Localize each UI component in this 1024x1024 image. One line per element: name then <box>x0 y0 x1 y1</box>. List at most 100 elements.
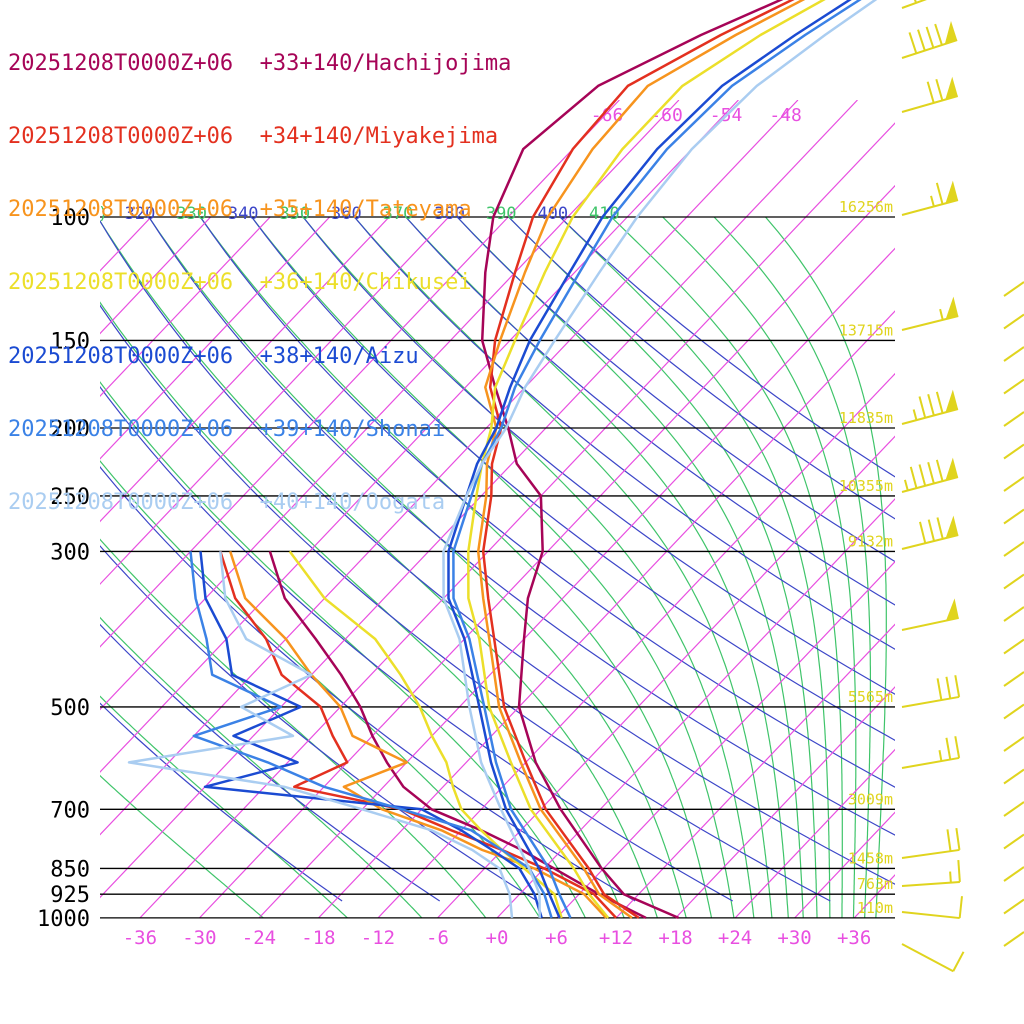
temp-axis-label: -6 <box>426 927 449 949</box>
edge-wind-mark <box>1003 346 1024 362</box>
wind-barb-full <box>918 396 927 419</box>
wind-barb-full <box>927 519 935 542</box>
wind-barb-full <box>909 466 918 489</box>
legend: 20251208T0000Z+06 +33+140/Hachijojima 20… <box>8 3 511 564</box>
wind-barb-full <box>918 521 927 544</box>
height-label: 13715m <box>839 321 893 339</box>
temp-axis-labels: -36 -30 -24 -18 -12 -6 +0 +6 +12 +18 +24 +30 +36 <box>123 927 872 949</box>
edge-wind-mark <box>1003 703 1024 720</box>
edge-wind-marks <box>1003 281 1024 947</box>
edge-wind-mark <box>1003 281 1024 297</box>
edge-wind-mark <box>1003 313 1024 330</box>
temp-axis-label: -18 <box>301 927 335 949</box>
pressure-label: 300 <box>50 540 90 565</box>
wind-barb-staff <box>901 848 960 859</box>
dewpoint-trace-oogata <box>127 551 514 919</box>
height-label: 10355m <box>839 477 893 495</box>
temp-axis-label: +0 <box>486 927 509 949</box>
theta-label: 360 <box>331 204 362 224</box>
wind-barb-flag <box>945 457 959 481</box>
height-label: 16256m <box>839 198 893 216</box>
edge-wind-mark <box>1003 411 1024 427</box>
theta-label: 400 <box>537 204 568 224</box>
wind-barb-full <box>918 464 927 487</box>
edge-wind-mark <box>1003 606 1024 622</box>
edge-wind-mark <box>1003 573 1024 590</box>
wind-barb-staff <box>901 408 959 425</box>
pressure-label: 200 <box>50 417 90 442</box>
wind-barb-full <box>958 896 963 919</box>
dewpoint-trace-miyakejima <box>219 551 618 919</box>
wind-barb-full <box>927 461 935 484</box>
wind-barb-full <box>926 81 935 104</box>
wind-barb-full <box>955 828 961 851</box>
wind-barb-half <box>930 195 935 207</box>
legend-row: 20251208T0000Z+06 +40+140/Oogata <box>8 490 446 516</box>
wind-barb-full <box>952 951 965 972</box>
legend-row: 20251208T0000Z+06 +36+140/Chikusei <box>8 270 472 296</box>
wind-barb-full <box>957 859 961 883</box>
theta-label: 320 <box>125 204 156 224</box>
pressure-label: 850 <box>50 857 90 882</box>
upper-isotherm-label: -48 <box>769 105 802 126</box>
edge-wind-mark <box>1003 833 1024 850</box>
edge-wind-mark <box>1003 476 1024 492</box>
temperature-trace-hachijojima <box>480 0 784 920</box>
dewpoint-trace-shonai <box>189 551 553 919</box>
wind-barb-flag <box>945 389 959 413</box>
wind-barb-full <box>954 675 961 698</box>
pressure-label: 700 <box>50 798 90 823</box>
theta-label: ) <box>98 204 108 224</box>
temperature-trace-shonai <box>452 0 862 919</box>
wind-barb-full <box>936 517 944 540</box>
pressure-label: 150 <box>50 329 90 354</box>
pressure-label: 500 <box>50 696 90 721</box>
temperature-trace-aizu <box>447 0 852 919</box>
temp-axis-label: +12 <box>599 927 633 949</box>
theta-label: 380 <box>434 204 465 224</box>
wind-barb-full <box>913 0 918 4</box>
height-label: 763m <box>857 875 893 893</box>
height-label: 11835m <box>839 409 893 427</box>
pressure-label: 925 <box>50 883 90 908</box>
height-label: 9132m <box>848 532 893 550</box>
height-label: 1458m <box>848 849 893 867</box>
wind-barb-flag <box>945 180 959 204</box>
edge-wind-mark <box>1003 443 1024 460</box>
temperature-trace-miyakejima <box>481 0 795 919</box>
wind-barb-staff <box>901 0 927 9</box>
wind-barb-staff <box>901 756 960 769</box>
wind-barb-full <box>908 32 918 54</box>
legend-row: 20251208T0000Z+06 +38+140/Aizu <box>8 343 419 369</box>
wind-barb-staff <box>901 943 954 973</box>
edge-wind-mark <box>1003 671 1024 687</box>
wind-barbs <box>901 0 965 973</box>
theta-label: 370 <box>383 204 414 224</box>
wind-barb-full <box>935 78 944 101</box>
wind-barb-full <box>935 391 944 414</box>
edge-wind-mark <box>1003 866 1024 882</box>
wind-barb-flag <box>945 296 959 320</box>
wind-barb-full <box>935 182 944 205</box>
temp-axis-label: +30 <box>777 927 811 949</box>
theta-label: 340 <box>228 204 259 224</box>
wind-barb-full <box>917 29 926 51</box>
theta-label: 350 <box>279 204 310 224</box>
wind-barb-full <box>936 678 943 701</box>
wind-barb-flag <box>944 21 958 45</box>
wind-barb-staff <box>901 95 959 113</box>
wind-barb-full <box>925 26 935 49</box>
temperature-trace-chikusei <box>467 0 826 919</box>
legend-row: 20251208T0000Z+06 +35+140/Tateyama <box>8 197 472 223</box>
dewpoint-trace-aizu <box>199 551 543 919</box>
wind-barb-half <box>903 479 909 491</box>
height-label: 5565m <box>848 688 893 706</box>
edge-wind-mark <box>1003 931 1024 947</box>
edge-wind-mark <box>1003 378 1024 395</box>
edge-wind-mark <box>1003 768 1024 785</box>
wind-barb-half <box>938 750 943 762</box>
wind-barb-staff <box>901 695 960 708</box>
dewpoint-trace-chikusei <box>288 550 563 919</box>
theta-label-row: ) 320 330 340 350 360 370 380 390 400 410 <box>98 204 620 224</box>
